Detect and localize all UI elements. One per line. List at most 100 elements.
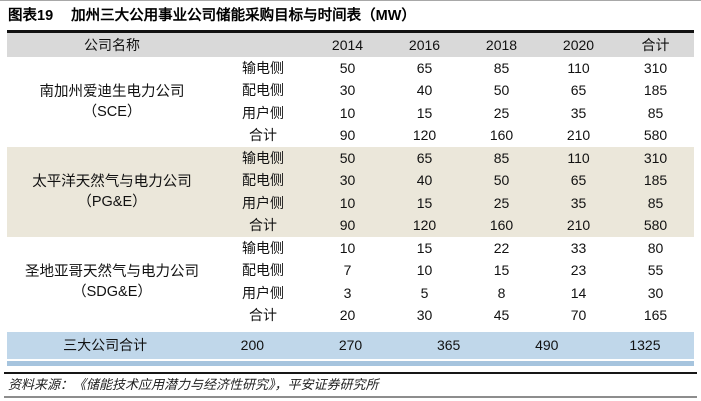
value-cell: 25 xyxy=(493,104,510,121)
value-cell: 15 xyxy=(416,104,433,121)
value-cell: 70 xyxy=(570,307,587,324)
table-row: 三大公司合计 200 270 365 490 1325 xyxy=(7,331,694,359)
value-cell: 33 xyxy=(570,239,587,256)
row-label: 配电侧 xyxy=(242,82,284,99)
value-cell: 40 xyxy=(416,82,433,99)
value-cell: 10 xyxy=(309,191,386,214)
value-cell: 80 xyxy=(647,239,664,256)
row-label: 输电侧 xyxy=(242,59,284,76)
total-row-underline xyxy=(7,360,694,366)
table-row: 用户侧 3 5 8 14 30 xyxy=(7,282,694,305)
table-row: 南加州爱迪生电力公司 （SCE） 输电侧 50 65 85 110 310 xyxy=(7,57,694,120)
value-cell: 270 xyxy=(301,331,400,359)
storage-procurement-table: 公司名称 2014 2016 2018 2020 合计 南加州爱迪生电力公司 （S… xyxy=(7,32,694,327)
value-cell: 110 xyxy=(540,146,617,169)
value-cell: 50 xyxy=(339,59,356,76)
company-name-cell: 南加州爱迪生电力公司 （SCE） xyxy=(7,57,217,147)
column-header-total: 合计 xyxy=(617,32,694,57)
value-cell: 65 xyxy=(416,59,433,76)
value-cell: 580 xyxy=(617,214,694,237)
company-name-cell: 圣地亚哥天然气与电力公司 （SDG&E） xyxy=(7,237,217,327)
value-cell: 45 xyxy=(493,307,510,324)
value-cell: 65 xyxy=(570,82,587,99)
value-cell: 65 xyxy=(386,146,463,169)
value-cell: 30 xyxy=(309,169,386,192)
value-cell: 50 xyxy=(309,146,386,169)
row-label: 用户侧 xyxy=(242,284,284,301)
table-row: 太平洋天然气与电力公司 （PG&E） 输电侧 50 65 85 110 310 xyxy=(7,146,694,237)
table-row: 配电侧 30 40 50 65 185 xyxy=(7,169,694,192)
value-cell: 15 xyxy=(416,239,433,256)
value-cell: 310 xyxy=(617,146,694,169)
table-body: 南加州爱迪生电力公司 （SCE） 输电侧 50 65 85 110 310 配电侧 30 40 50 6… xyxy=(7,57,694,327)
company-abbr: （SCE） xyxy=(82,103,142,120)
table-row: 用户侧 10 15 25 35 85 xyxy=(7,102,694,125)
table-row: 配电侧 7 10 15 23 55 xyxy=(7,259,694,282)
bottom-divider xyxy=(4,395,697,398)
value-cell: 110 xyxy=(567,59,590,76)
value-cell: 10 xyxy=(339,239,356,256)
value-cell: 50 xyxy=(463,169,540,192)
value-cell: 30 xyxy=(416,307,433,324)
company-abbr: （PG&E） xyxy=(77,193,147,210)
value-cell: 10 xyxy=(339,104,356,121)
company-name: 太平洋天然气与电力公司 xyxy=(32,173,192,190)
value-cell: 90 xyxy=(309,214,386,237)
value-cell: 365 xyxy=(399,331,498,359)
row-label: 用户侧 xyxy=(217,191,309,214)
figure-title-row: 图表19 加州三大公用事业公司储能采购目标与时间表（MW） xyxy=(0,1,701,30)
value-cell: 1325 xyxy=(595,331,694,359)
row-label: 配电侧 xyxy=(217,169,309,192)
value-cell: 310 xyxy=(643,59,668,76)
top-divider xyxy=(0,0,701,1)
value-cell: 185 xyxy=(643,82,668,99)
column-header-2014: 2014 xyxy=(309,32,386,57)
value-cell: 185 xyxy=(617,169,694,192)
value-cell: 210 xyxy=(566,127,591,144)
value-cell: 30 xyxy=(647,284,664,301)
column-header-spacer xyxy=(217,32,309,57)
column-header-company: 公司名称 xyxy=(7,32,217,57)
column-header-2018: 2018 xyxy=(463,32,540,57)
value-cell: 120 xyxy=(412,127,437,144)
figure-label: 图表19 xyxy=(8,8,54,24)
value-cell: 65 xyxy=(540,169,617,192)
value-cell: 23 xyxy=(570,262,587,279)
value-cell: 8 xyxy=(497,284,506,301)
value-cell: 3 xyxy=(343,284,352,301)
value-cell: 50 xyxy=(493,82,510,99)
value-cell: 120 xyxy=(386,214,463,237)
value-cell: 20 xyxy=(339,307,356,324)
value-cell: 40 xyxy=(386,169,463,192)
value-cell: 85 xyxy=(493,59,510,76)
table-row: 配电侧 30 40 50 65 185 xyxy=(7,79,694,102)
value-cell: 210 xyxy=(540,214,617,237)
grand-total-label: 三大公司合计 xyxy=(7,331,204,359)
column-header-2016: 2016 xyxy=(386,32,463,57)
value-cell: 580 xyxy=(643,127,668,144)
table-bottom-divider xyxy=(4,371,697,374)
company-name: 圣地亚哥天然气与电力公司 xyxy=(25,263,199,280)
row-label: 用户侧 xyxy=(242,104,284,121)
value-cell: 25 xyxy=(463,191,540,214)
value-cell: 15 xyxy=(493,262,510,279)
row-label: 输电侧 xyxy=(242,239,284,256)
table-row: 合计 90 120 160 210 580 xyxy=(7,124,694,147)
row-label: 合计 xyxy=(249,307,277,324)
value-cell: 55 xyxy=(647,262,664,279)
value-cell: 14 xyxy=(570,284,587,301)
table-row: 合计 90 120 160 210 580 xyxy=(7,214,694,237)
company-name-cell: 太平洋天然气与电力公司 （PG&E） xyxy=(7,146,217,237)
value-cell: 35 xyxy=(570,104,587,121)
value-cell: 10 xyxy=(416,262,433,279)
row-label: 合计 xyxy=(217,214,309,237)
table-row: 用户侧 10 15 25 35 85 xyxy=(7,191,694,214)
company-abbr: （SDG&E） xyxy=(72,283,152,300)
value-cell: 200 xyxy=(203,331,302,359)
value-cell: 35 xyxy=(540,191,617,214)
source-note: 资料来源：《储能技术应用潜力与经济性研究》，平安证券研究所 xyxy=(8,376,379,392)
grand-total-row: 三大公司合计 200 270 365 490 1325 xyxy=(7,331,694,359)
table-row: 圣地亚哥天然气与电力公司 （SDG&E） 输电侧 10 15 22 33 80 xyxy=(7,237,694,300)
title-divider xyxy=(7,30,694,33)
value-cell: 7 xyxy=(343,262,352,279)
